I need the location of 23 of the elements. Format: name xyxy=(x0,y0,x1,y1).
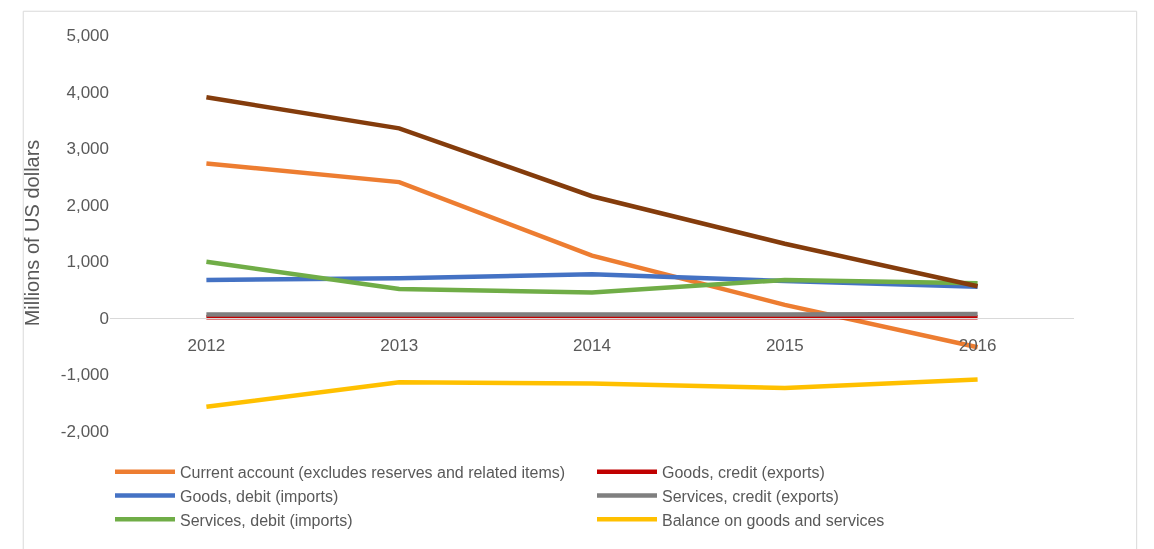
x-tick-label: 2012 xyxy=(187,336,226,356)
legend-label: Balance on goods and services xyxy=(662,511,885,529)
y-tick-label: 2,000 xyxy=(66,195,109,215)
legend-label: Services, credit (exports) xyxy=(662,487,839,505)
y-axis-title: Millions of US dollars xyxy=(21,139,44,327)
legend-label: Current account (excludes reserves and related items) xyxy=(180,463,566,481)
x-tick-label: 2013 xyxy=(380,336,419,356)
y-tick-label: -2,000 xyxy=(60,421,109,441)
line-series xyxy=(204,94,980,289)
y-tick-label: 3,000 xyxy=(66,139,109,159)
y-tick-label: 1,000 xyxy=(66,252,109,272)
line-series xyxy=(204,377,980,409)
x-tick-label: 2016 xyxy=(958,336,997,356)
x-tick-label: 2014 xyxy=(573,336,611,356)
y-tick-label: 4,000 xyxy=(66,82,109,102)
y-tick-label: 5,000 xyxy=(66,25,109,45)
legend-label: Services, debit (imports) xyxy=(180,511,353,529)
line-series xyxy=(204,259,980,295)
legend-label: Goods, debit (imports) xyxy=(180,487,339,505)
legend-label: Goods, credit (exports) xyxy=(662,463,825,481)
x-tick-label: 2015 xyxy=(765,336,804,356)
y-tick-label: 0 xyxy=(99,308,109,328)
y-tick-label: -1,000 xyxy=(60,365,109,385)
